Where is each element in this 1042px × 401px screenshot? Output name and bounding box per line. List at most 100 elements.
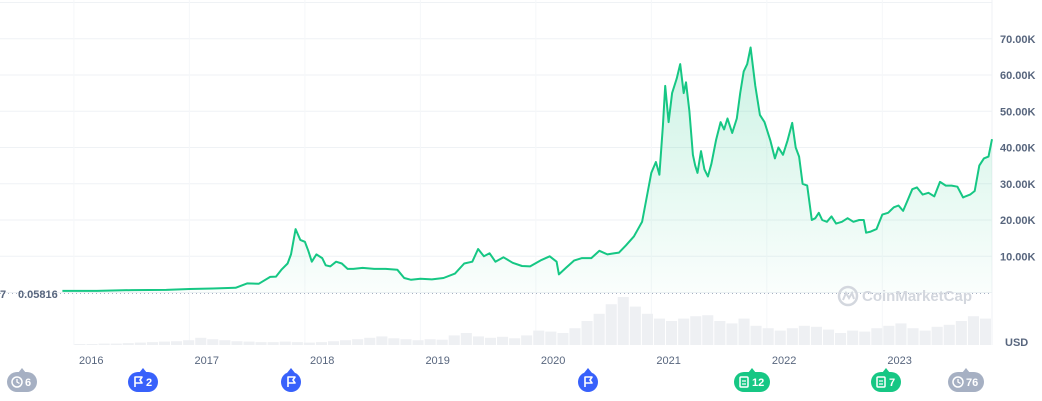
volume-bar — [581, 321, 593, 345]
event-badge-count: 6 — [25, 377, 31, 389]
event-badge-count: 76 — [966, 377, 978, 389]
event-badge[interactable]: 12 — [734, 368, 770, 392]
event-badge[interactable]: 2 — [128, 368, 158, 392]
volume-bar — [931, 326, 943, 345]
volume-bar — [678, 318, 690, 345]
volume-bar — [267, 342, 279, 345]
volume-bar — [183, 340, 195, 345]
y-tick-label: 10.00K — [1000, 251, 1036, 263]
y-axis-ticks: 10.00K 20.00K 30.00K 40.00K 50.00K 60.00K 70.0… — [1000, 34, 1036, 264]
flag-icon — [134, 376, 143, 387]
volume-bar — [786, 328, 798, 345]
event-badges[interactable]: 6 2 12 7 76 — [7, 368, 984, 392]
event-badge[interactable]: 6 — [7, 368, 37, 392]
volume-bar — [810, 326, 822, 345]
document-icon — [876, 376, 886, 388]
volume-bar — [74, 344, 86, 345]
volume-bar — [243, 341, 255, 345]
volume-bar — [883, 325, 895, 345]
event-badge[interactable]: 76 — [948, 368, 984, 392]
volume-bar — [557, 333, 569, 345]
volume-bar — [690, 316, 702, 345]
y-tick-label: 70.00K — [1000, 34, 1036, 46]
volume-bar — [195, 337, 207, 345]
volume-bar — [171, 341, 183, 345]
currency-unit-label: USD — [1005, 337, 1028, 349]
event-badge[interactable]: 7 — [871, 368, 901, 392]
volume-bar — [279, 341, 291, 345]
baseline-label: 7 0.05816 — [0, 289, 58, 301]
volume-bar — [859, 331, 871, 345]
volume-bar — [340, 340, 352, 345]
event-badge[interactable] — [578, 368, 598, 392]
x-tick-label: 2023 — [887, 355, 911, 367]
volume-bar — [146, 342, 158, 345]
volume-bars — [74, 297, 991, 345]
watermark-text: CoinMarketCap — [862, 288, 972, 305]
volume-bar — [303, 342, 315, 345]
x-tick-label: 2022 — [772, 355, 796, 367]
x-tick-label: 2018 — [310, 355, 334, 367]
volume-bar — [762, 328, 774, 345]
volume-bar — [569, 328, 581, 345]
coinmarketcap-logo-icon — [837, 285, 859, 307]
volume-bar — [714, 321, 726, 345]
watermark: CoinMarketCap — [837, 285, 972, 307]
volume-bar — [798, 325, 810, 345]
volume-bar — [629, 306, 641, 345]
flag-icon — [287, 376, 296, 387]
volume-bar — [158, 341, 170, 345]
y-tick-label: 50.00K — [1000, 106, 1036, 118]
volume-bar — [207, 339, 219, 345]
baseline-label-prefix: 7 — [0, 289, 6, 301]
volume-bar — [231, 341, 243, 345]
event-badge[interactable] — [281, 368, 301, 392]
y-tick-label: 60.00K — [1000, 70, 1036, 82]
volume-bar — [979, 318, 991, 345]
clock-icon — [952, 376, 964, 388]
x-tick-label: 2021 — [656, 355, 680, 367]
event-badge-count: 7 — [889, 377, 895, 389]
volume-bar — [835, 333, 847, 345]
price-line — [62, 46, 993, 292]
volume-bar — [110, 343, 122, 345]
event-badge-count: 2 — [146, 377, 152, 389]
volume-bar — [617, 297, 629, 345]
volume-bar — [666, 321, 678, 345]
volume-bar — [424, 339, 436, 345]
volume-bar — [545, 331, 557, 345]
y-tick-label: 20.00K — [1000, 215, 1036, 227]
volume-bar — [448, 335, 460, 345]
volume-bar — [967, 316, 979, 345]
volume-bar — [219, 340, 231, 345]
volume-bar — [943, 324, 955, 345]
volume-bar — [255, 342, 267, 345]
history-icon — [11, 376, 23, 388]
baseline-label-text: 0.05816 — [18, 289, 58, 301]
x-tick-label: 2017 — [194, 355, 218, 367]
volume-bar — [436, 339, 448, 345]
volume-bar — [907, 328, 919, 345]
volume-bar — [750, 325, 762, 345]
volume-bar — [412, 340, 424, 345]
volume-bar — [400, 339, 412, 345]
volume-bar — [509, 338, 521, 345]
volume-bar — [738, 318, 750, 345]
volume-bar — [533, 330, 545, 345]
volume-bar — [726, 323, 738, 345]
volume-bar — [472, 336, 484, 345]
volume-bar — [702, 315, 714, 345]
volume-bar — [364, 337, 376, 345]
volume-bar — [955, 321, 967, 345]
x-axis-ticks: 2016 2017 2018 2019 2020 2021 2022 2023 — [79, 355, 912, 367]
x-tick-label: 2019 — [425, 355, 449, 367]
volume-bar — [653, 318, 665, 345]
volume-bar — [98, 343, 110, 345]
volume-bar — [895, 323, 907, 345]
volume-bar — [388, 338, 400, 345]
volume-bar — [871, 328, 883, 345]
volume-bar — [460, 333, 472, 345]
volume-bar — [352, 339, 364, 345]
volume-bar — [919, 330, 931, 345]
